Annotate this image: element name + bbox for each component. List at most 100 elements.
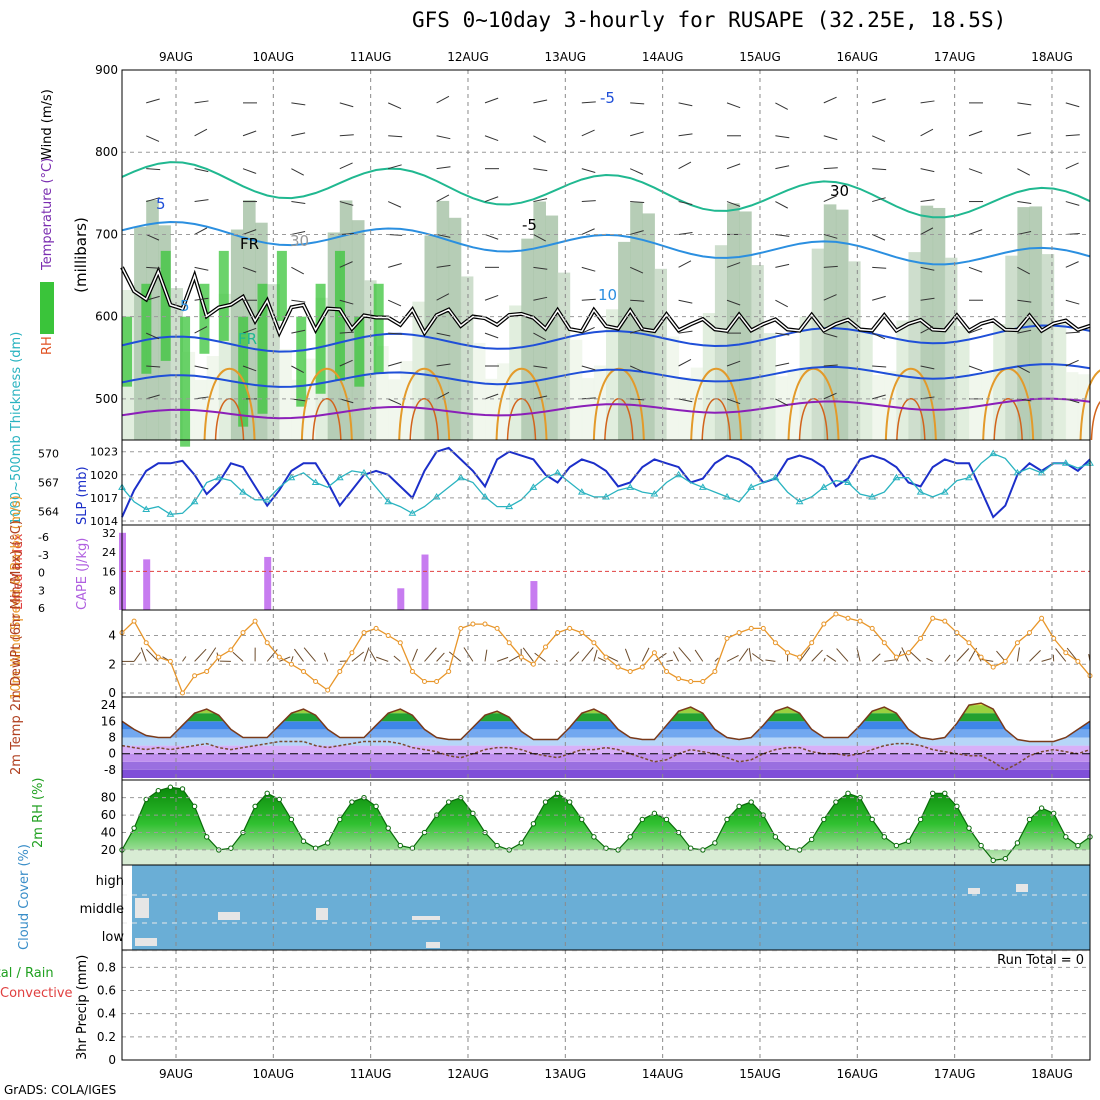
wind-barb	[775, 201, 788, 209]
rh-point	[639, 816, 645, 823]
wind-barb	[436, 166, 451, 170]
wind-barb	[629, 365, 644, 373]
rh-point	[470, 810, 476, 817]
wind-barb	[597, 657, 607, 662]
wind-barb	[872, 168, 887, 171]
wind-barb	[726, 654, 739, 662]
thickness-point	[1061, 459, 1070, 466]
wind-barb	[555, 660, 558, 662]
wind-barb	[533, 395, 548, 400]
wind-tick-label: 2	[108, 657, 116, 671]
rh-area	[122, 787, 1090, 861]
wind-barb	[871, 653, 881, 662]
rh-high-patch	[122, 316, 132, 387]
wind-speed-point	[845, 615, 851, 621]
thickness-point	[868, 492, 877, 500]
wind-barb	[872, 365, 887, 368]
bottom-day-label: 15AUG	[739, 1067, 781, 1081]
wind-speed-point	[155, 654, 161, 660]
rh-shade	[872, 375, 885, 440]
rh-shade	[642, 213, 655, 440]
cloud-tick-label: low	[102, 930, 125, 945]
wind-barb	[291, 102, 306, 106]
rh-point	[191, 803, 198, 810]
wind-barb	[194, 227, 208, 235]
rh-tick-label: 20	[101, 843, 116, 857]
wind-barb	[508, 655, 520, 662]
temp-contour	[312, 398, 342, 441]
wind-speed-point	[506, 640, 512, 646]
wind-barb	[496, 656, 509, 662]
rh-tick-label: 40	[101, 826, 116, 840]
rh-high-patch	[160, 250, 171, 361]
wind-barb	[533, 234, 546, 242]
precip-tick-label: 0.2	[97, 1030, 116, 1044]
top-day-label: 18AUG	[1031, 50, 1073, 64]
rh-point	[821, 816, 827, 823]
thickness-point	[287, 473, 296, 481]
rh-shade	[896, 320, 909, 440]
temp-contour	[896, 398, 926, 441]
rh-point	[373, 803, 379, 810]
thickness-point	[771, 473, 780, 481]
wind-barb	[678, 232, 693, 235]
cape-bar	[530, 581, 538, 610]
wind-barb	[678, 358, 692, 367]
rh-point	[845, 790, 851, 797]
wind-barb	[581, 101, 596, 104]
rh-point	[772, 834, 779, 840]
temp-band	[122, 705, 1090, 714]
wind-barb	[436, 332, 451, 337]
wind-barb	[140, 647, 147, 662]
wind-speed-point	[869, 625, 875, 631]
wind-barb	[872, 295, 886, 301]
cape-tick-label: 32	[102, 527, 116, 540]
rh-shade	[944, 257, 958, 440]
panel-border	[121, 949, 1091, 1061]
temp-contour	[506, 398, 537, 441]
temp-tick-label: 0	[108, 747, 116, 761]
wind-barb	[533, 99, 548, 104]
rh-point	[1038, 805, 1045, 811]
wind-tick-label: 4	[108, 629, 116, 643]
wind-barb	[194, 648, 207, 662]
thickness-point	[432, 492, 441, 500]
y-tick-label: 700	[95, 227, 118, 241]
wind-speed-point	[809, 640, 815, 646]
slp-line	[121, 446, 1091, 519]
wind-barb	[291, 201, 306, 204]
bottom-day-label: 13AUG	[545, 1067, 587, 1081]
wind-speed-point	[470, 621, 476, 627]
rh-point	[264, 790, 270, 797]
wind-barb	[1065, 299, 1080, 305]
wind-barb	[242, 229, 257, 235]
rh-shade	[581, 378, 595, 440]
wind-speed-point	[1027, 630, 1032, 636]
rh-point	[748, 799, 754, 805]
wind-speed-point	[325, 687, 331, 693]
wind-barb	[872, 266, 887, 269]
precip-tick-label: 0.6	[97, 984, 116, 998]
bottom-day-label: 14AUG	[642, 1067, 684, 1081]
wind-barb	[629, 266, 644, 274]
y-tick-label: 500	[95, 392, 118, 406]
wind-barb	[920, 168, 935, 173]
wind-barb	[194, 326, 208, 334]
wind-barb	[811, 649, 823, 662]
temp-band	[122, 745, 1090, 754]
rh-point	[252, 803, 258, 810]
wind-speed-point	[724, 635, 730, 641]
wind-speed-point	[264, 640, 270, 646]
top-day-label: 16AUG	[837, 50, 879, 64]
rh-shade	[654, 268, 667, 440]
wind-barb	[968, 130, 983, 137]
temp-band	[122, 737, 1090, 746]
wind-barb	[678, 398, 693, 403]
top-day-label: 12AUG	[447, 50, 489, 64]
wind-barb	[678, 161, 692, 170]
wind-barb	[981, 659, 994, 662]
rh-point	[990, 857, 996, 864]
rh-point	[881, 834, 887, 840]
cape-tick-label: 24	[102, 546, 116, 559]
